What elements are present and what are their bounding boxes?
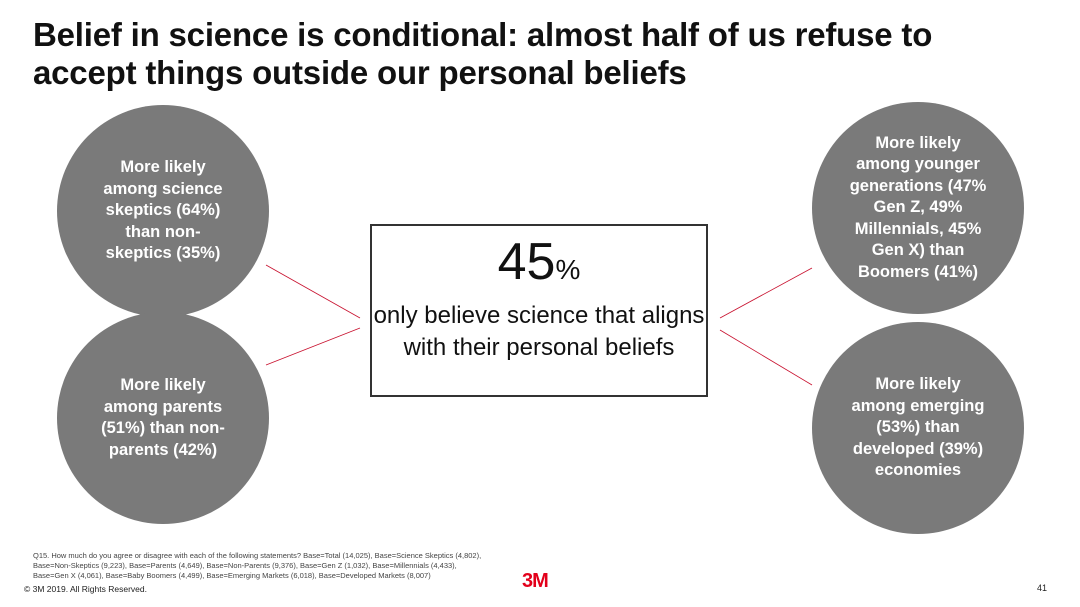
stat-unit: % <box>555 254 581 285</box>
circle-text: More likely among parents (51%) than non… <box>101 376 225 459</box>
slide-title: Belief in science is conditional: almost… <box>33 16 933 91</box>
page-number: 41 <box>1037 583 1048 593</box>
stat-description: only believe science that aligns with th… <box>373 302 705 361</box>
circle-parents: More likely among parents (51%) than non… <box>57 312 269 524</box>
circle-generations: More likely among younger generations (4… <box>812 102 1024 314</box>
stat-value: 45 <box>497 233 556 291</box>
circle-text: More likely among younger generations (4… <box>849 133 987 281</box>
brand-logo: 3M <box>522 570 549 592</box>
connector-top-right <box>719 267 813 319</box>
circle-text: More likely among science skeptics (64%)… <box>103 158 223 263</box>
copyright: © 3M 2019. All Rights Reserved. <box>24 584 147 594</box>
center-stat-box: 45% only believe science that aligns wit… <box>370 224 708 397</box>
connector-bottom-left <box>265 327 361 366</box>
circle-text: More likely among emerging (53%) than de… <box>851 375 985 480</box>
circle-economies: More likely among emerging (53%) than de… <box>812 322 1024 534</box>
connector-top-left <box>265 264 361 319</box>
connector-bottom-right <box>719 329 813 386</box>
footnote: Q15. How much do you agree or disagree w… <box>33 551 482 580</box>
stat-value-wrapper: 45% <box>372 230 706 302</box>
circle-science-skeptics: More likely among science skeptics (64%)… <box>57 105 269 317</box>
